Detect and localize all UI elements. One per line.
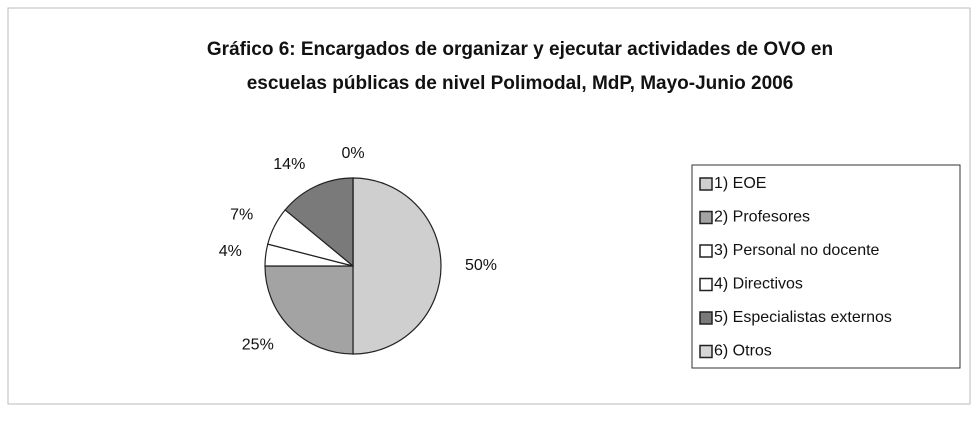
frame	[7, 7, 971, 405]
legend-swatch	[699, 210, 713, 225]
legend-box	[691, 164, 961, 369]
data-label: 7%	[230, 206, 253, 223]
legend-label: 4) Directivos	[714, 276, 803, 293]
legend-label: 3) Personal no docente	[714, 242, 880, 259]
data-label: 4%	[219, 243, 242, 260]
pie-slice	[284, 177, 354, 268]
pie-slice	[352, 177, 442, 355]
legend-swatch	[699, 344, 713, 359]
legend-label: 6) Otros	[714, 343, 772, 360]
data-label: 50%	[465, 257, 497, 274]
legend-label: 1) EOE	[714, 175, 766, 192]
data-label: 0%	[341, 145, 364, 162]
legend-swatch	[699, 277, 713, 292]
data-label: 14%	[273, 156, 305, 173]
legend-swatch	[699, 177, 713, 191]
chart-title: Gráfico 6: Encargados de organizar y eje…	[207, 39, 833, 60]
legend-swatch	[699, 311, 713, 325]
chart-subtitle: escuelas públicas de nivel Polimodal, Md…	[247, 73, 794, 94]
legend-label: 2) Profesores	[714, 209, 810, 226]
data-label: 25%	[242, 336, 274, 353]
pie-slice	[264, 265, 354, 355]
legend-swatch	[699, 244, 713, 258]
legend-label: 5) Especialistas externos	[714, 309, 892, 326]
